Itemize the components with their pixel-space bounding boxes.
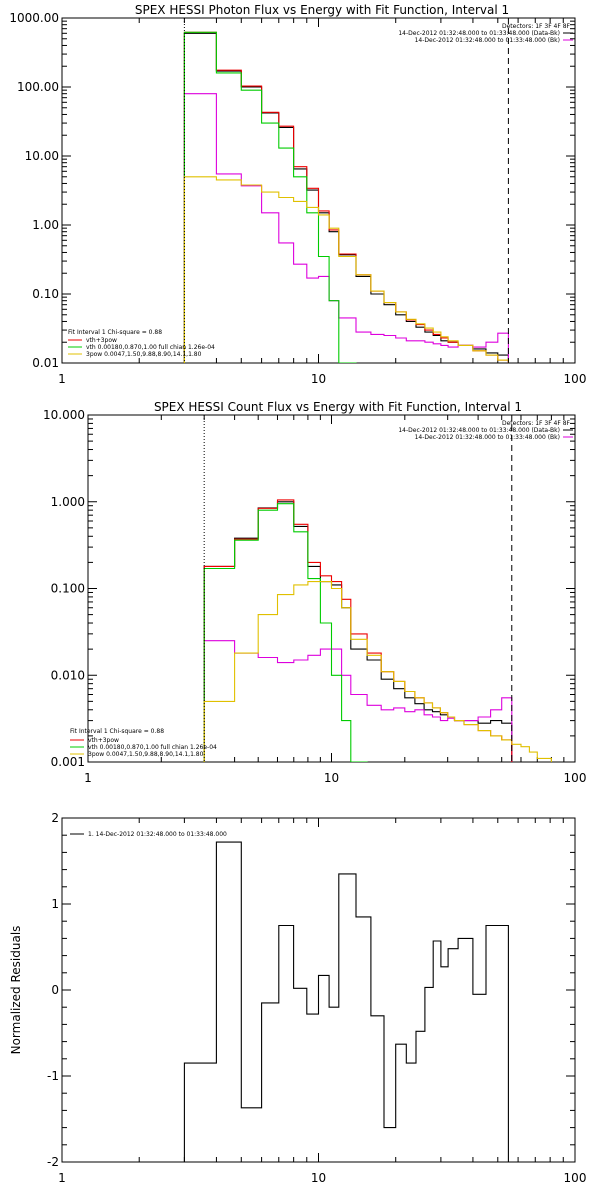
residuals-y-tick-label: -1: [47, 1069, 59, 1083]
count-flux-title: SPEX HESSI Count Flux vs Energy with Fit…: [154, 400, 522, 414]
photon-y-tick-label: 10.00: [25, 149, 59, 163]
series-line-data-bk: [183, 32, 509, 363]
photon-y-tick-label: 0.10: [32, 287, 59, 301]
residuals-x-tick-label: 100: [564, 1171, 587, 1185]
count-fit-header: Fit Interval 1 Chi-square = 0.88: [70, 728, 164, 735]
photon-legend-2: vth 0.00180,0.870,1.00 full chian 1.26e-…: [86, 344, 215, 351]
photon-y-tick-label: 100.00: [17, 80, 59, 94]
residuals-panel: Normalized Residuals 1 10 100 210-1-2 1. 1…: [9, 811, 587, 1185]
photon-y-tick-label: 1000.00: [9, 11, 59, 25]
series-line-bk: [203, 640, 513, 762]
series-line-3pow: [183, 176, 509, 363]
residuals-y-tick-label: 0: [51, 983, 59, 997]
series-line-vth: [203, 503, 368, 762]
count-y-tick-label: 0.001: [51, 755, 85, 769]
photon-info-data-bk: 14-Dec-2012 01:32:48.000 to 01:33:48.000…: [398, 30, 560, 37]
count-x-tick-label: 1: [84, 771, 92, 785]
count-x-tick-label: 10: [324, 771, 339, 785]
residuals-y-axis-label: Normalized Residuals: [9, 926, 23, 1055]
photon-x-tick-label: 1: [58, 372, 66, 386]
count-flux-panel: SPEX HESSI Count Flux vs Energy with Fit…: [43, 400, 587, 785]
photon-flux-panel: SPEX HESSI Photon Flux vs Energy with Fi…: [9, 3, 587, 386]
photon-x-tick-label: 100: [564, 372, 587, 386]
photon-x-tick-label: 10: [311, 372, 326, 386]
count-info-bk: 14-Dec-2012 01:32:48.000 to 01:33:48.000…: [415, 434, 560, 441]
count-x-tick-label: 100: [564, 771, 587, 785]
residuals-x-tick-label: 1: [58, 1171, 66, 1185]
photon-flux-title: SPEX HESSI Photon Flux vs Energy with Fi…: [135, 3, 509, 17]
residuals-y-tick-label: 1: [51, 897, 59, 911]
residuals-x-tick-label: 10: [311, 1171, 326, 1185]
photon-legend-3: 3pow 0.0047,1.50,9.88,8.90,14.1,1.80: [86, 351, 202, 358]
series-line-1-14-dec-2012-01-32-48-000-to-01-33-48-000: [183, 841, 509, 1162]
series-line-bk: [183, 93, 509, 363]
count-info-data-bk: 14-Dec-2012 01:32:48.000 to 01:33:48.000…: [398, 427, 560, 434]
series-line-3pow: [203, 581, 552, 762]
series-line-data-bk: [203, 501, 513, 762]
series-line-vth: [183, 31, 357, 363]
count-y-tick-label: 1.000: [51, 495, 85, 509]
count-legend-2: vth 0.00180,0.870,1.00 full chian 1.26e-…: [88, 744, 217, 751]
photon-fit-header: Fit Interval 1 Chi-square = 0.88: [68, 329, 162, 336]
photon-legend-1: vth+3pow: [86, 337, 117, 344]
residuals-y-tick-label: 2: [51, 811, 59, 825]
series-line-vth-3pow: [203, 499, 513, 762]
count-legend-1: vth+3pow: [88, 737, 119, 744]
photon-info-detectors: Detectors: 1F 3F 4F 8F: [502, 23, 571, 30]
photon-info-bk: 14-Dec-2012 01:32:48.000 to 01:33:48.000…: [415, 37, 560, 44]
residuals-y-tick-label: -2: [47, 1155, 59, 1169]
count-y-tick-label: 0.100: [51, 582, 85, 596]
photon-y-tick-label: 1.00: [32, 218, 59, 232]
count-legend-3: 3pow 0.0047,1.50,9.88,8.90,14.1,1.80: [88, 751, 204, 758]
series-line-vth-3pow: [183, 31, 509, 363]
count-y-tick-label: 0.010: [51, 668, 85, 682]
residuals-legend-1: 1. 14-Dec-2012 01:32:48.000 to 01:33:48.…: [88, 831, 227, 838]
count-y-tick-label: 10.000: [43, 408, 85, 422]
count-info-detectors: Detectors: 1F 3F 4F 8F: [502, 420, 571, 427]
photon-y-tick-label: 0.01: [32, 356, 59, 370]
